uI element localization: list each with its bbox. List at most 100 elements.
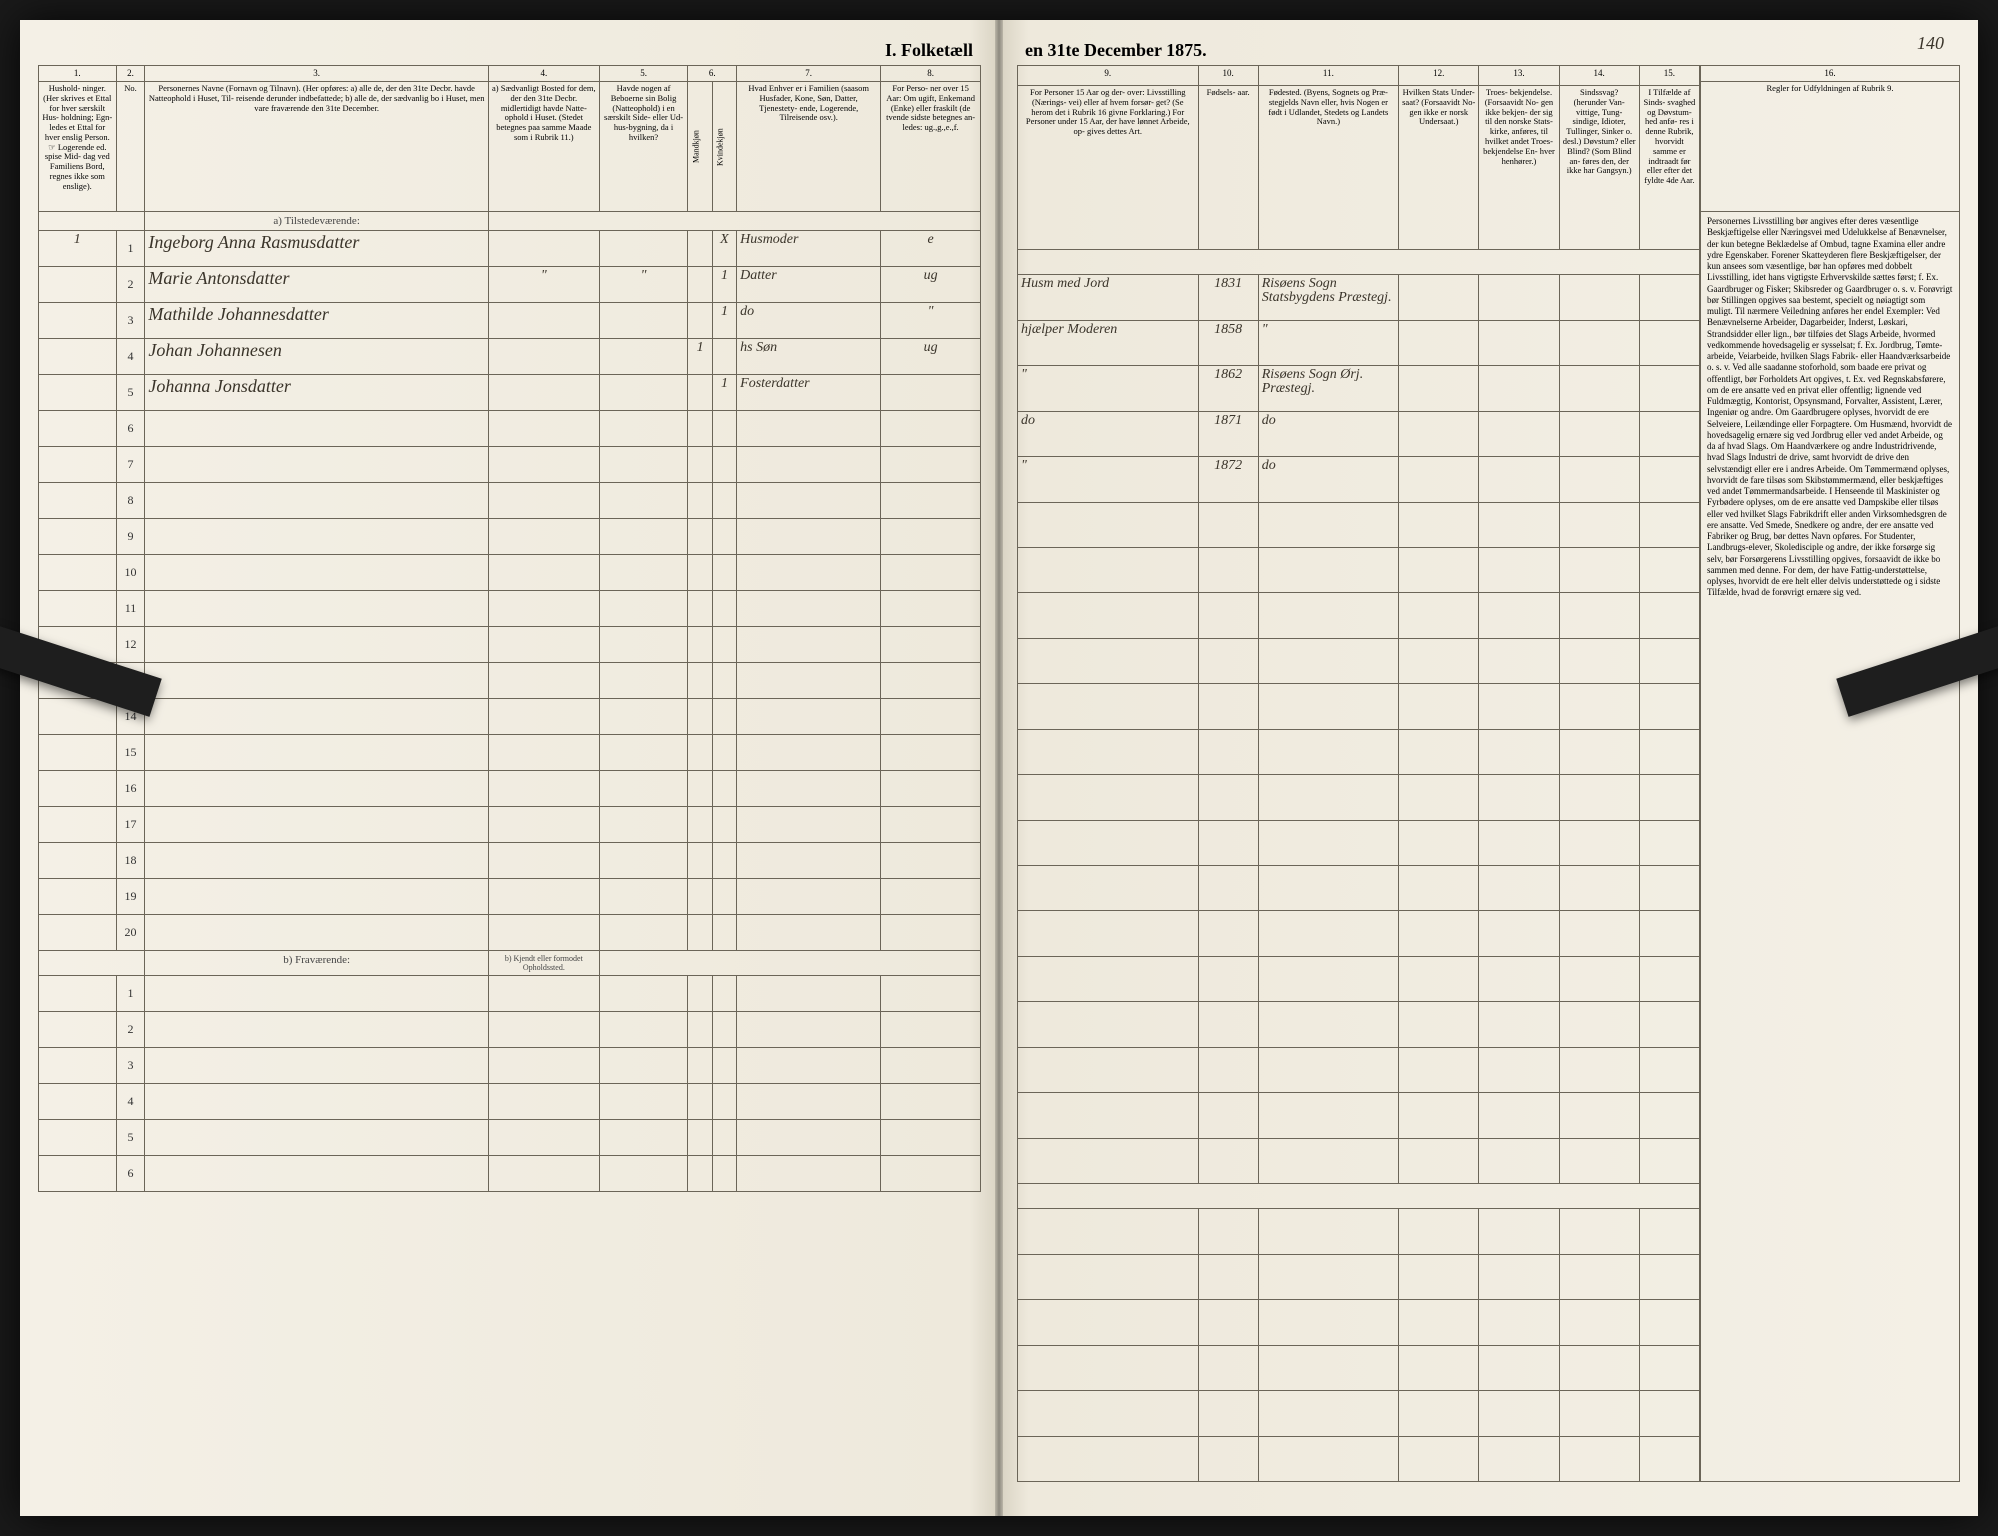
table-row (1018, 548, 1700, 593)
cell-c14 (1559, 457, 1639, 502)
col-num: 1. (39, 66, 117, 82)
cell-c5 (599, 303, 688, 339)
table-row: "1872do (1018, 457, 1700, 502)
cell-birthplace: Risøens Sogn Statsbygdens Præstegj. (1258, 275, 1398, 320)
table-row: 3 (39, 1048, 981, 1084)
cell-status: e (881, 231, 981, 267)
table-row: 8 (39, 483, 981, 519)
cell-male: 1 (688, 339, 712, 375)
table-row: 4 (39, 1084, 981, 1120)
cell-c4 (488, 231, 599, 267)
cell-rownum: 2 (116, 267, 145, 303)
table-row (1018, 820, 1700, 865)
col-header: a) Sædvanligt Bosted for dem, der den 31… (488, 82, 599, 212)
table-row (1018, 729, 1700, 774)
cell-c4 (488, 303, 599, 339)
table-row: 5Johanna Jonsdatter1Fosterdatter (39, 375, 981, 411)
table-row: 6 (39, 1156, 981, 1192)
cell-male (688, 303, 712, 339)
table-row (1018, 1047, 1700, 1092)
cell-status (881, 375, 981, 411)
cell-c5 (599, 375, 688, 411)
table-row (1018, 1345, 1700, 1390)
col-header: I Tilfælde af Sinds- svaghed og Døvstum-… (1639, 86, 1699, 250)
cell-rownum: 11 (116, 591, 145, 627)
right-page: 140 en 31te December 1875. 9. 10. 11. 12… (999, 20, 1978, 1516)
cell-c4: " (488, 267, 599, 303)
cell-c15 (1639, 320, 1699, 365)
table-row (1018, 1002, 1700, 1047)
cell-status: " (881, 303, 981, 339)
cell-female: 1 (712, 303, 736, 339)
instructions-text: Personernes Livsstilling bør angives eft… (1700, 212, 1960, 1482)
table-row: 18 (39, 843, 981, 879)
cell-rownum: 12 (116, 627, 145, 663)
cell-birthplace: Risøens Sogn Ørj. Præstegj. (1258, 366, 1398, 411)
cell-birthyear: 1872 (1198, 457, 1258, 502)
cell-c13 (1479, 411, 1559, 456)
census-ledger: I. Folketæll 1. 2. 3. 4. 5. 6. 7. 8. Hus… (20, 20, 1978, 1516)
cell-birthyear: 1871 (1198, 411, 1258, 456)
table-row: 16 (39, 771, 981, 807)
page-title-left: I. Folketæll (38, 40, 981, 61)
table-row: 7 (39, 447, 981, 483)
cell-c15 (1639, 411, 1699, 456)
table-row: 11Ingeborg Anna RasmusdatterXHusmodere (39, 231, 981, 267)
cell-c5 (599, 231, 688, 267)
col-header: Hvilken Stats Under- saat? (Forsaavidt N… (1399, 86, 1479, 250)
cell-relation: hs Søn (737, 339, 881, 375)
col-num: 10. (1198, 66, 1258, 86)
cell-rownum: 3 (116, 303, 145, 339)
cell-c12 (1399, 411, 1479, 456)
table-row: 10 (39, 555, 981, 591)
cell-household (39, 375, 117, 411)
page-title-right: en 31te December 1875. (1017, 40, 1960, 61)
cell-occupation: do (1018, 411, 1199, 456)
cell-c12 (1399, 366, 1479, 411)
col-num: 12. (1399, 66, 1479, 86)
col-header: Kvindekjøn (712, 82, 736, 212)
table-row: 5 (39, 1120, 981, 1156)
col-num: 4. (488, 66, 599, 82)
cell-rownum: 5 (116, 375, 145, 411)
cell-rownum: 3 (116, 1048, 145, 1084)
col-header: For Personer 15 Aar og der- over: Livsst… (1018, 86, 1199, 250)
col-header: Fødsels- aar. (1198, 86, 1258, 250)
cell-relation: Datter (737, 267, 881, 303)
cell-birthplace: do (1258, 411, 1398, 456)
table-row (1018, 1093, 1700, 1138)
cell-occupation: Husm med Jord (1018, 275, 1199, 320)
section-b-note: b) Kjendt eller formodet Opholdssted. (488, 951, 599, 976)
table-row: Husm med Jord1831Risøens Sogn Statsbygde… (1018, 275, 1700, 320)
table-row: "1862Risøens Sogn Ørj. Præstegj. (1018, 366, 1700, 411)
cell-c15 (1639, 275, 1699, 320)
table-row (1018, 1209, 1700, 1254)
col-num: 16. (1701, 66, 1960, 82)
table-row (1018, 775, 1700, 820)
cell-rownum: 6 (116, 1156, 145, 1192)
col-num: 5. (599, 66, 688, 82)
cell-birthyear: 1862 (1198, 366, 1258, 411)
right-table: 9. 10. 11. 12. 13. 14. 15. For Personer … (1017, 65, 1700, 1482)
cell-household (39, 303, 117, 339)
table-row: 15 (39, 735, 981, 771)
table-row (1018, 866, 1700, 911)
cell-rownum: 16 (116, 771, 145, 807)
cell-male (688, 231, 712, 267)
col-header: Troes- bekjendelse. (Forsaavidt No- gen … (1479, 86, 1559, 250)
table-row (1018, 502, 1700, 547)
cell-c13 (1479, 275, 1559, 320)
table-row (1018, 1391, 1700, 1436)
cell-birthplace: do (1258, 457, 1398, 502)
cell-relation: Husmoder (737, 231, 881, 267)
col-num: 7. (737, 66, 881, 82)
cell-rownum: 19 (116, 879, 145, 915)
table-row: 19 (39, 879, 981, 915)
cell-status: ug (881, 267, 981, 303)
col-num: 6. (688, 66, 737, 82)
cell-rownum: 20 (116, 915, 145, 951)
table-row (1018, 684, 1700, 729)
table-row: 11 (39, 591, 981, 627)
cell-name: Johan Johannesen (145, 339, 489, 375)
table-row: hjælper Moderen1858" (1018, 320, 1700, 365)
